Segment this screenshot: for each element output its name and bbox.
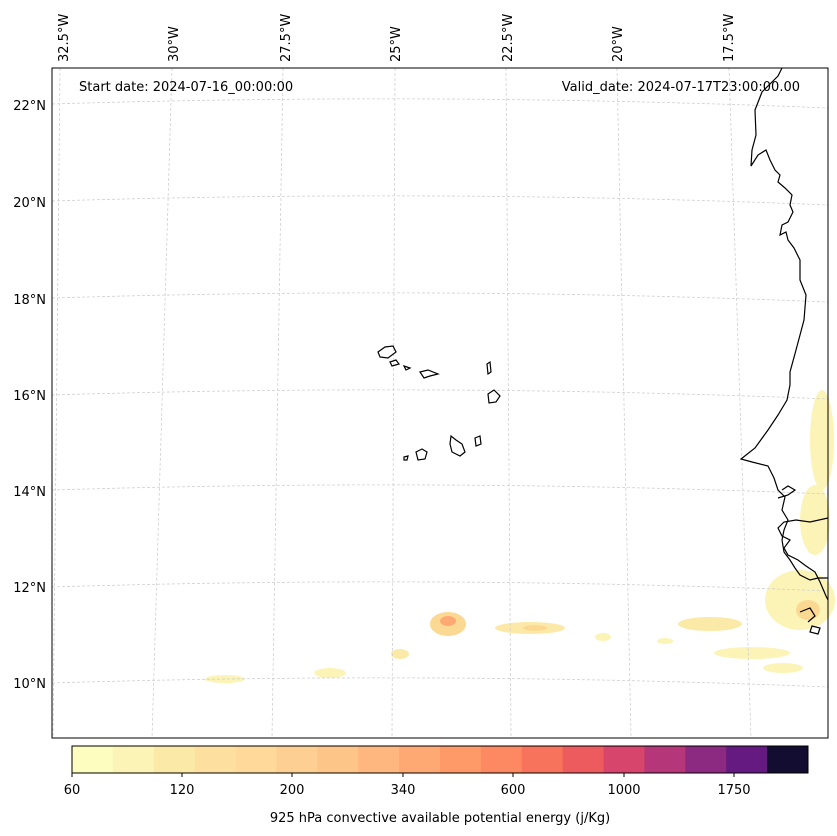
colorbar-segment [112, 746, 155, 773]
bissagos-coast [799, 607, 821, 635]
colorbar-segment [399, 746, 441, 773]
cape-verde-islands [377, 345, 501, 461]
lon-label: 30°W [167, 26, 182, 62]
cape-patch [391, 649, 409, 659]
colorbar-label: 925 hPa convective available potential e… [270, 811, 610, 826]
island-brava [403, 455, 409, 461]
colorbar-segment [767, 746, 809, 773]
colorbar-tick-label: 200 [280, 783, 305, 798]
colorbar-segment [562, 746, 605, 773]
lon-label: 20°W [611, 26, 626, 62]
island-santo-antao [377, 345, 397, 359]
cape-patch [657, 638, 673, 644]
lat-label: 18°N [13, 293, 46, 308]
colorbar-tick-label: 340 [391, 783, 416, 798]
colorbar-segment [235, 746, 277, 773]
lon-gridline [505, 67, 512, 739]
island-fogo [415, 448, 428, 461]
lat-gridline [51, 677, 829, 688]
lat-label: 10°N [13, 677, 46, 692]
lon-label: 25°W [389, 26, 404, 62]
colorbar-segment [317, 746, 359, 773]
africa-coastline [739, 67, 828, 581]
colorbar-segment [726, 746, 768, 773]
valid-date-label: Valid_date: 2024-07-17T23:00:00.00 [562, 80, 800, 95]
gridlines [51, 67, 829, 739]
island-santiago [449, 434, 466, 457]
lon-label: 17.5°W [722, 14, 737, 62]
lat-label: 12°N [13, 581, 46, 596]
lon-label: 22.5°W [501, 14, 516, 62]
lon-gridline [391, 67, 396, 739]
lon-gridline [52, 67, 61, 739]
colorbar-segment [480, 746, 523, 773]
lat-label: 20°N [13, 196, 46, 211]
lon-gridline [728, 67, 752, 739]
cape-patch [714, 647, 790, 659]
cape-patch [796, 600, 820, 620]
colorbar-segment [521, 746, 564, 773]
lon-label: 32.5°W [57, 14, 72, 62]
africa-coastline [777, 517, 829, 601]
lon-gridline [151, 67, 173, 739]
cape-patch [763, 663, 803, 673]
cape-patch [765, 570, 835, 630]
island-boa-vista [487, 389, 501, 404]
lat-gridline [51, 484, 829, 495]
lat-label: 14°N [13, 485, 46, 500]
island-sal [486, 360, 492, 376]
cape-patch [595, 633, 611, 641]
colorbar-tick-label: 1750 [717, 783, 750, 798]
cape-patch [678, 617, 742, 631]
lat-label: 22°N [13, 99, 46, 114]
lon-gridline [271, 67, 284, 739]
lat-gridline [51, 581, 829, 592]
colorbar-tick-label: 120 [170, 783, 195, 798]
cape-field [205, 390, 835, 683]
colorbar-tick-label: 60 [64, 783, 81, 798]
island-sao-vicente [389, 359, 401, 367]
lat-gridline [51, 195, 829, 206]
cape-patch [810, 390, 834, 490]
colorbar-segment [72, 746, 114, 773]
colorbar-segment [644, 746, 686, 773]
lat-gridline [51, 292, 829, 303]
colorbar-segment [358, 746, 400, 773]
lon-gridline [616, 67, 632, 739]
coastlines [739, 67, 829, 635]
lon-label: 27.5°W [279, 14, 294, 62]
lat-gridline [51, 389, 829, 400]
colorbar-tick-label: 600 [501, 783, 526, 798]
colorbar-frame [71, 745, 809, 774]
island-santa-luzia [402, 364, 412, 371]
cape-patch [523, 625, 547, 631]
map-frame [51, 67, 829, 739]
cape-patch [800, 485, 830, 555]
lat-labels: 22°N 20°N 18°N 16°N 14°N 12°N 10°N [13, 99, 46, 692]
colorbar [71, 745, 809, 777]
start-date-label: Start date: 2024-07-16_00:00:00 [79, 80, 293, 95]
colorbar-segment [440, 746, 482, 773]
colorbar-tick-label: 1000 [607, 783, 640, 798]
colorbar-ticks: 60 120 200 340 600 1000 1750 [64, 783, 751, 798]
cape-patch [314, 668, 346, 678]
colorbar-segment [153, 746, 196, 773]
gambia-river [777, 485, 797, 499]
colorbar-segment [685, 746, 727, 773]
lat-label: 16°N [13, 389, 46, 404]
cape-patch [440, 616, 456, 626]
lon-labels: 32.5°W 30°W 27.5°W 25°W 22.5°W 20°W 17.5… [57, 14, 737, 62]
colorbar-segment [603, 746, 645, 773]
cape-patch [205, 675, 245, 683]
island-sao-nicolau [419, 369, 440, 379]
island-maio [474, 435, 482, 447]
colorbar-segment [276, 746, 318, 773]
colorbar-segment [194, 746, 237, 773]
lat-gridline [51, 98, 829, 109]
